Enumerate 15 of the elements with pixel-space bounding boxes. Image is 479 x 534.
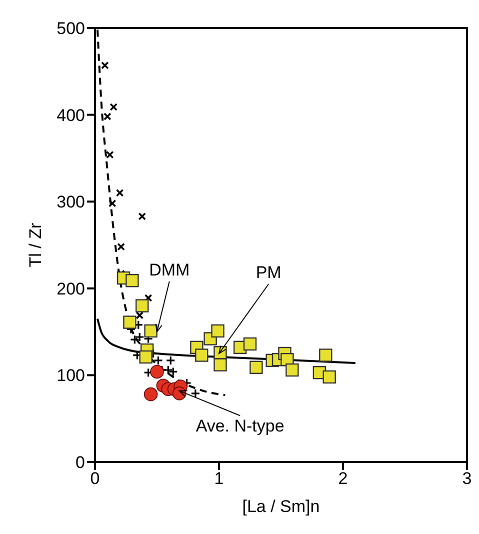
y-tick-label: 300 — [56, 192, 85, 212]
x-tick-label: 2 — [338, 469, 348, 488]
annotation: DMM — [149, 260, 190, 280]
y-tick-label: 0 — [76, 453, 85, 472]
x-axis-title: [La / Sm]n — [242, 497, 320, 516]
x-tick-label: 3 — [462, 469, 472, 488]
y-tick-label: 200 — [56, 279, 85, 298]
y-axis-title: Tl / Zr — [26, 222, 46, 268]
x-tick-label: 0 — [90, 469, 100, 488]
annotation: PM — [256, 262, 282, 282]
annotation: Ave. N-type — [196, 416, 284, 436]
x-tick-label: 1 — [214, 469, 224, 488]
y-tick-label: 100 — [56, 366, 85, 386]
y-tick-label: 400 — [56, 106, 85, 125]
y-tick-label: 500 — [56, 19, 85, 38]
